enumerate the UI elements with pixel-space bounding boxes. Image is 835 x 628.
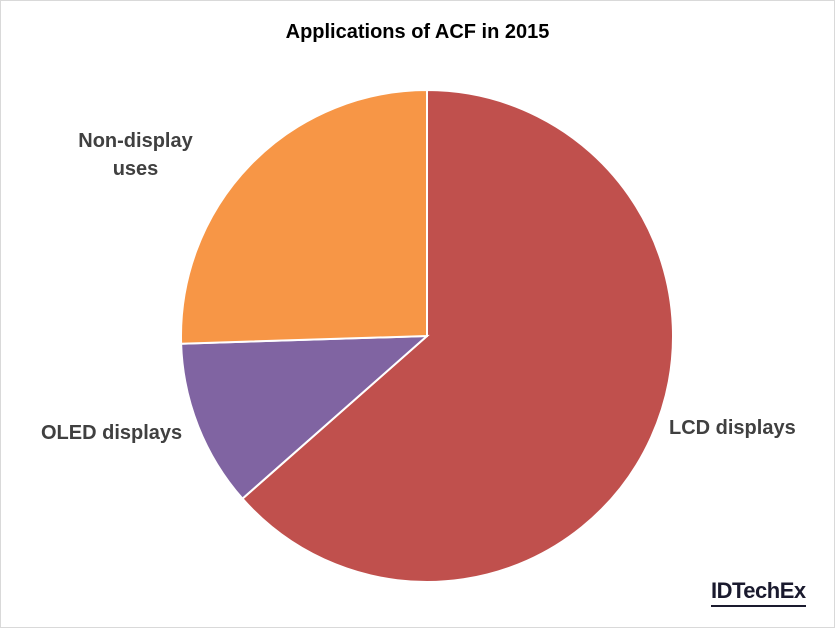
slice-label-oled-displays: OLED displays (41, 422, 183, 444)
pie-slice-non-display-uses (180, 88, 428, 345)
slice-label-lcd-displays: LCD displays (669, 417, 796, 439)
pie-slice-oled-displays (180, 334, 430, 501)
slice-label-non-display-uses: Non-display uses (78, 130, 193, 180)
idtechex-logo: IDTechEx (711, 578, 806, 607)
chart-title: Applications of ACF in 2015 (285, 21, 550, 43)
pie-slice-lcd-displays (241, 88, 674, 583)
